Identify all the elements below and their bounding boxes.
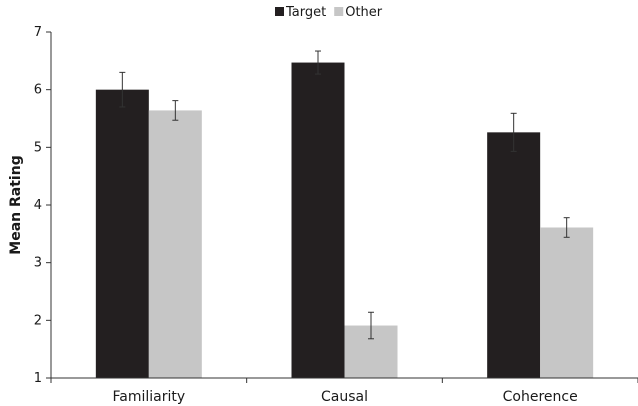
error-bar — [119, 71, 126, 108]
y-tick-label: 4 — [34, 198, 42, 213]
legend-swatch — [275, 7, 284, 16]
error-bar — [510, 112, 517, 152]
y-axis: 1 2 3 4 5 6 7 — [34, 25, 52, 386]
x-tick-label: Causal — [321, 389, 368, 405]
error-bar — [315, 50, 321, 75]
x-tick-label: Coherence — [503, 389, 578, 405]
bar-target — [487, 132, 541, 378]
legend: Target Other — [275, 5, 383, 20]
legend-label: Target — [285, 5, 326, 20]
y-axis-title: Mean Rating — [8, 155, 24, 254]
y-tick-label: 1 — [34, 371, 42, 386]
bar-target — [95, 89, 149, 379]
error-bar — [368, 311, 374, 340]
x-axis: Familiarity Causal Coherence — [50, 377, 638, 405]
y-tick-label: 2 — [34, 313, 42, 328]
y-tick-label: 7 — [34, 25, 42, 40]
bars — [95, 50, 594, 379]
y-tick-label: 3 — [34, 256, 42, 271]
error-bar — [563, 217, 570, 238]
y-tick-label: 5 — [34, 140, 42, 155]
y-tick-label: 6 — [34, 83, 42, 98]
error-bar — [172, 100, 179, 121]
bar-other — [148, 110, 202, 378]
legend-label: Other — [345, 5, 383, 20]
legend-swatch — [334, 7, 344, 16]
bar-other — [540, 227, 594, 378]
bar-target — [291, 62, 345, 379]
x-tick-label: Familiarity — [113, 389, 186, 405]
